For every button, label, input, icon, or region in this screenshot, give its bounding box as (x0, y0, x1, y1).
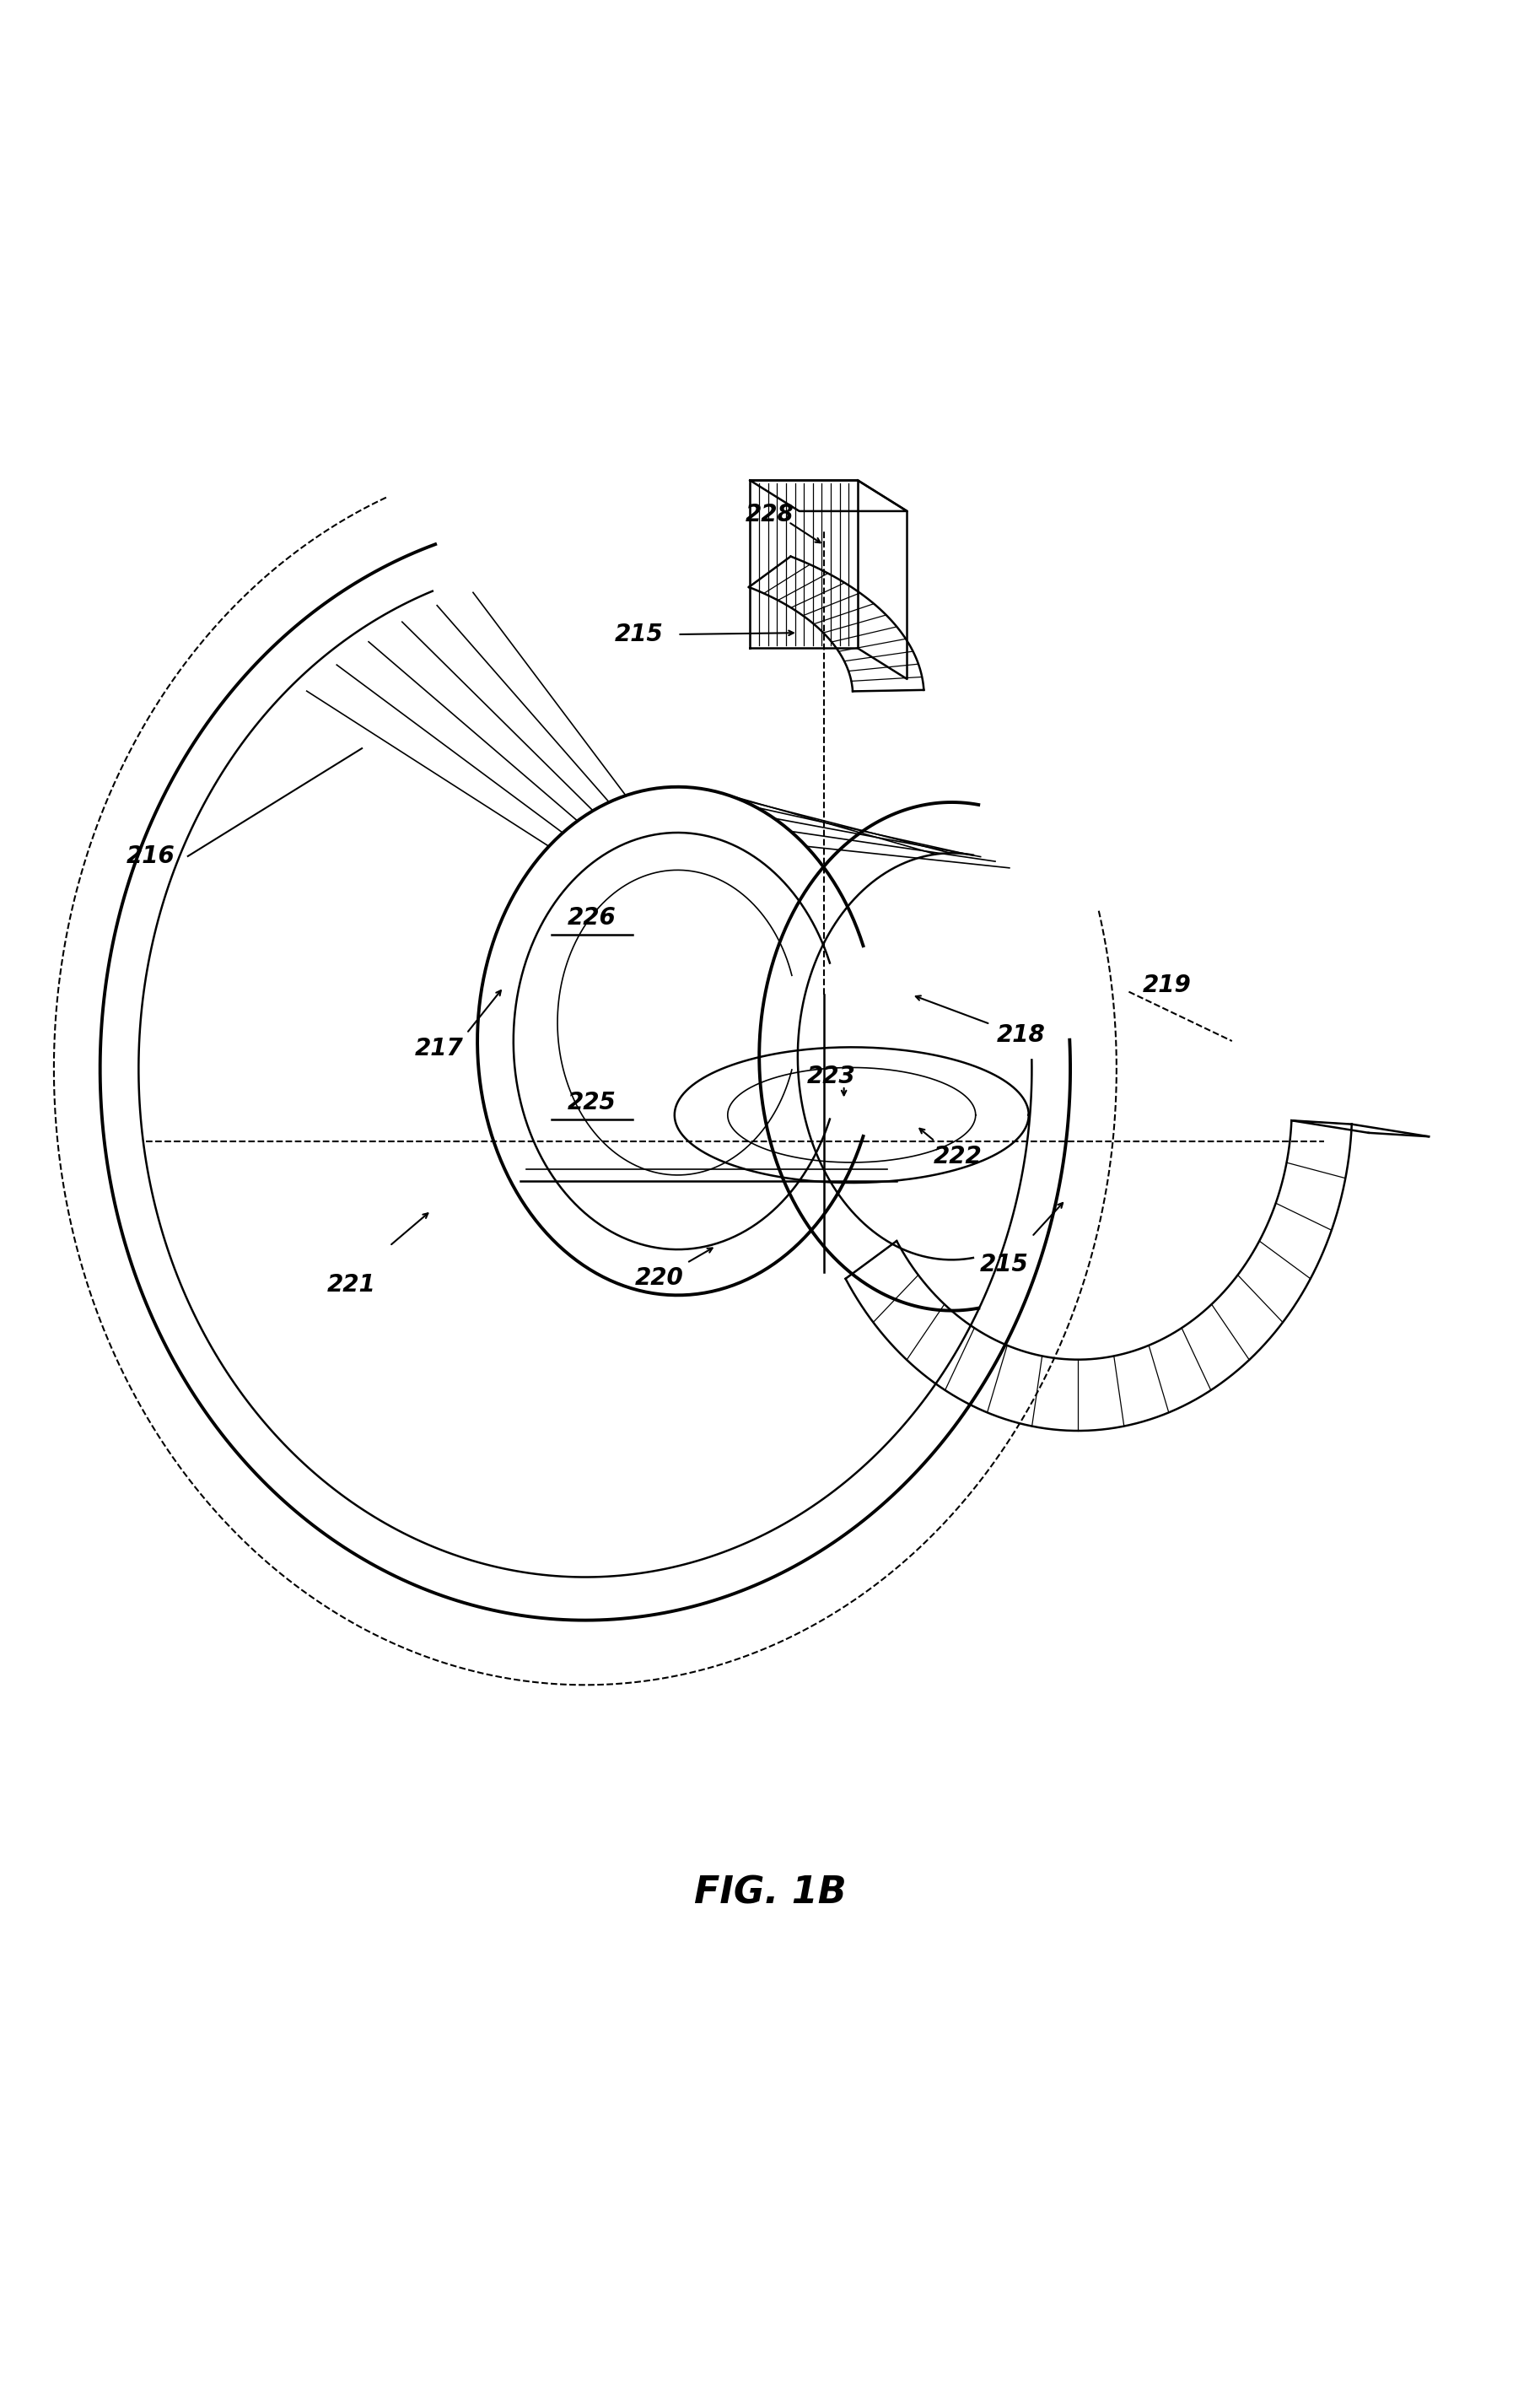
Text: 215: 215 (614, 622, 664, 646)
Text: 226: 226 (567, 906, 616, 930)
Text: 223: 223 (807, 1066, 856, 1087)
Text: 218: 218 (996, 1023, 1046, 1047)
Text: 225: 225 (567, 1092, 616, 1113)
Text: 217: 217 (414, 1037, 464, 1061)
Text: 219: 219 (1143, 973, 1192, 997)
Text: FIG. 1B: FIG. 1B (695, 1874, 845, 1912)
Text: 228: 228 (745, 503, 795, 527)
Text: 215: 215 (979, 1252, 1029, 1275)
Text: 221: 221 (326, 1273, 376, 1297)
Text: 216: 216 (126, 844, 176, 868)
Text: 220: 220 (634, 1266, 684, 1290)
Text: 222: 222 (933, 1144, 983, 1168)
